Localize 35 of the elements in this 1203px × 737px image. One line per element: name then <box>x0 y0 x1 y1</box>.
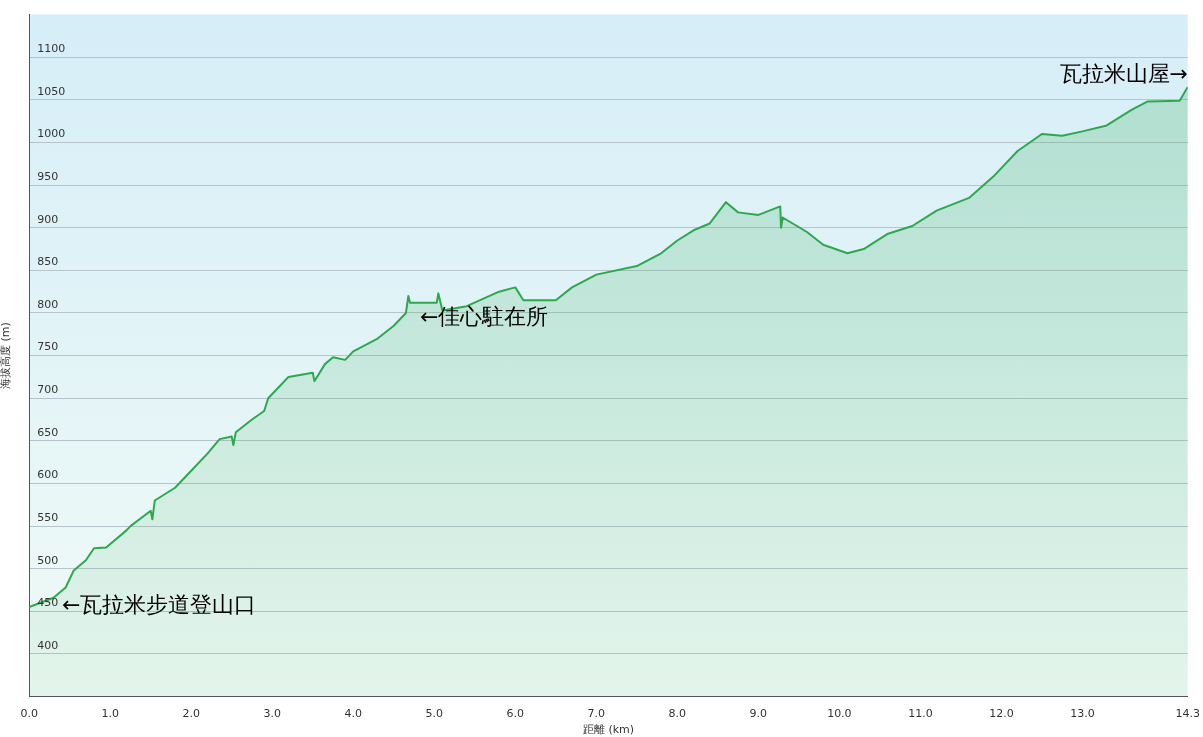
x-tick-label: 8.0 <box>668 707 687 721</box>
x-tick-label: 7.0 <box>587 707 606 721</box>
annotation: ←瓦拉米步道登山口 <box>62 591 257 617</box>
y-tick-label: 550 <box>37 510 59 524</box>
x-tick-label: 9.0 <box>749 707 768 721</box>
x-tick-label: 13.0 <box>1070 707 1095 721</box>
y-tick-label: 950 <box>37 169 59 183</box>
x-tick-label: 3.0 <box>263 707 281 721</box>
y-tick-label: 700 <box>37 383 59 397</box>
x-tick-label: 14.3 <box>1175 707 1200 721</box>
y-tick-label: 1050 <box>37 84 66 98</box>
y-tick-label: 400 <box>37 638 59 652</box>
y-tick-label: 800 <box>37 297 59 311</box>
annotation: ←佳心駐在所 <box>420 303 549 329</box>
y-axis-title: 海拔高度 (m) <box>0 322 13 389</box>
y-tick-label: 600 <box>37 468 59 482</box>
x-tick-label: 11.0 <box>908 707 933 721</box>
y-tick-label: 450 <box>37 596 59 610</box>
x-tick-label: 4.0 <box>344 707 363 721</box>
y-tick-label: 500 <box>37 553 59 567</box>
x-tick-label: 0.0 <box>20 707 38 721</box>
y-tick-label: 1000 <box>37 127 66 141</box>
x-tick-label: 12.0 <box>989 707 1014 721</box>
y-tick-label: 650 <box>37 425 59 439</box>
y-tick-label: 900 <box>37 212 59 226</box>
x-tick-label: 6.0 <box>506 707 525 721</box>
y-tick-label: 1100 <box>37 42 66 56</box>
x-axis-title: 距離 (km) <box>582 723 635 737</box>
x-tick-label: 5.0 <box>425 707 444 721</box>
annotation: 瓦拉米山屋→ <box>1059 60 1188 86</box>
y-tick-label: 850 <box>37 255 59 269</box>
y-tick-label: 750 <box>37 340 59 354</box>
x-tick-label: 10.0 <box>827 707 852 721</box>
x-tick-label: 2.0 <box>182 707 200 721</box>
x-tick-label: 1.0 <box>101 707 119 721</box>
